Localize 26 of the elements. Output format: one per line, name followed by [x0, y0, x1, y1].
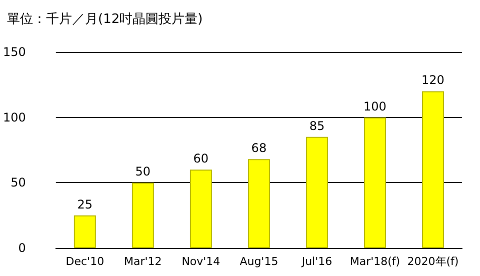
data-label: 68 — [251, 141, 267, 156]
x-tick-label: Jul'16 — [300, 255, 332, 268]
data-label: 50 — [135, 164, 151, 179]
data-label: 100 — [364, 99, 386, 114]
data-label: 85 — [309, 118, 325, 133]
data-label: 25 — [77, 197, 93, 212]
x-tick-label: Mar'12 — [124, 255, 162, 268]
data-label: 60 — [193, 152, 209, 166]
bar — [132, 182, 154, 248]
y-tick-label: 100 — [3, 110, 26, 124]
bar — [248, 159, 270, 248]
bar — [364, 117, 386, 248]
x-tick-label: Mar'18(f) — [350, 255, 400, 268]
x-tick-label: 2020年(f) — [407, 255, 459, 268]
bar — [74, 215, 96, 248]
y-tick-label: 150 — [3, 45, 26, 59]
data-label: 120 — [422, 73, 444, 88]
bar — [306, 136, 328, 248]
x-tick-label: Aug'15 — [240, 255, 278, 268]
x-tick-label: Nov'14 — [182, 255, 220, 268]
y-tick-label: 50 — [10, 176, 26, 190]
chart-title: 單位：千片／月(12吋晶圓投片量) — [7, 12, 203, 27]
y-tick-label: 0 — [18, 241, 26, 255]
bar — [422, 91, 444, 248]
x-tick-label: Dec'10 — [66, 255, 104, 268]
bar — [190, 170, 212, 248]
